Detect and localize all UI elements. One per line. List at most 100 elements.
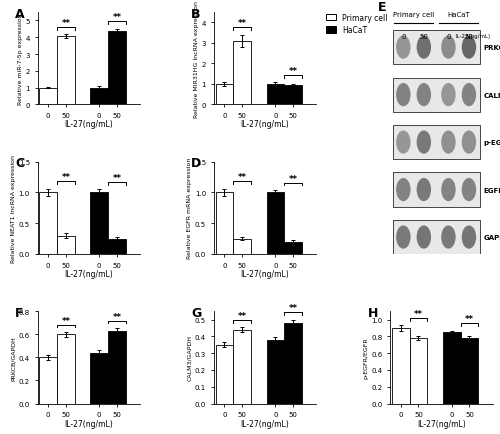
Bar [216, 345, 234, 404]
Text: **: ** [288, 67, 298, 76]
Bar [90, 193, 108, 254]
Ellipse shape [416, 178, 431, 202]
Text: **: ** [288, 303, 298, 312]
FancyBboxPatch shape [392, 78, 480, 112]
Text: 0: 0 [401, 33, 406, 39]
Text: 50: 50 [464, 33, 473, 39]
Text: 50: 50 [420, 33, 428, 39]
Bar [57, 37, 75, 105]
Bar [108, 331, 126, 404]
Text: **: ** [112, 312, 122, 321]
Text: **: ** [238, 19, 246, 28]
Bar [90, 353, 108, 404]
FancyBboxPatch shape [392, 220, 480, 254]
Text: **: ** [288, 174, 298, 183]
Bar [234, 42, 251, 105]
Ellipse shape [441, 131, 456, 155]
Ellipse shape [416, 84, 431, 107]
Text: HaCaT: HaCaT [448, 12, 470, 18]
Bar [234, 330, 251, 404]
Y-axis label: Relative miR-7-5p expression: Relative miR-7-5p expression [18, 13, 22, 105]
Ellipse shape [396, 226, 410, 249]
Text: **: ** [112, 174, 122, 183]
X-axis label: IL-27(ng/mL): IL-27(ng/mL) [64, 120, 113, 129]
Bar [40, 193, 57, 254]
Bar [284, 85, 302, 105]
Bar [108, 32, 126, 105]
Text: GAPDH: GAPDH [484, 234, 500, 240]
Text: 0: 0 [446, 33, 450, 39]
Ellipse shape [462, 131, 476, 155]
Ellipse shape [416, 131, 431, 155]
Bar [216, 193, 234, 254]
Text: **: ** [238, 173, 246, 182]
FancyBboxPatch shape [392, 173, 480, 207]
Bar [266, 193, 284, 254]
Bar [57, 335, 75, 404]
Text: PRKCB: PRKCB [484, 45, 500, 51]
Text: C: C [15, 157, 24, 170]
Bar [460, 338, 478, 404]
Text: **: ** [465, 314, 474, 323]
X-axis label: IL-27(ng/mL): IL-27(ng/mL) [417, 419, 466, 427]
Ellipse shape [462, 178, 476, 202]
Ellipse shape [441, 178, 456, 202]
Ellipse shape [396, 36, 410, 59]
Text: p-EGFR: p-EGFR [484, 140, 500, 146]
Text: F: F [15, 306, 24, 319]
Ellipse shape [396, 84, 410, 107]
Bar [57, 236, 75, 254]
Text: Primary cell: Primary cell [393, 12, 434, 18]
Bar [40, 358, 57, 404]
Y-axis label: Relative MIR31HG lncRNA expression: Relative MIR31HG lncRNA expression [194, 1, 199, 117]
X-axis label: IL-27(ng/mL): IL-27(ng/mL) [64, 270, 113, 278]
Bar [266, 340, 284, 404]
Bar [284, 323, 302, 404]
Text: A: A [15, 7, 24, 20]
Bar [90, 89, 108, 105]
Text: IL-27(ng/mL): IL-27(ng/mL) [456, 33, 490, 39]
X-axis label: IL-27(ng/mL): IL-27(ng/mL) [240, 419, 290, 427]
Ellipse shape [462, 226, 476, 249]
Bar [443, 332, 460, 404]
Text: **: ** [112, 13, 122, 23]
Text: CALM3: CALM3 [484, 92, 500, 99]
Text: **: ** [414, 309, 423, 319]
Bar [410, 338, 428, 404]
Ellipse shape [416, 226, 431, 249]
Y-axis label: Relative EGFR mRNA expression: Relative EGFR mRNA expression [187, 158, 192, 259]
Bar [392, 328, 409, 404]
Y-axis label: Relative NEAT1 lncRNA expression: Relative NEAT1 lncRNA expression [11, 155, 16, 262]
Ellipse shape [462, 84, 476, 107]
Y-axis label: PRKCB/GAPDH: PRKCB/GAPDH [11, 335, 16, 380]
FancyBboxPatch shape [392, 126, 480, 160]
Ellipse shape [396, 131, 410, 155]
X-axis label: IL-27(ng/mL): IL-27(ng/mL) [240, 270, 290, 278]
Ellipse shape [462, 36, 476, 59]
Text: **: ** [62, 173, 70, 182]
Text: H: H [368, 306, 378, 319]
X-axis label: IL-27(ng/mL): IL-27(ng/mL) [64, 419, 113, 427]
Bar [234, 239, 251, 254]
Y-axis label: p-EGFR/EGFR: p-EGFR/EGFR [364, 337, 368, 378]
Ellipse shape [441, 36, 456, 59]
Text: D: D [191, 157, 202, 170]
Bar [266, 85, 284, 105]
Text: E: E [378, 1, 386, 14]
Text: EGFR: EGFR [484, 187, 500, 193]
Text: **: ** [238, 311, 246, 320]
Legend: Primary cell, HaCaT: Primary cell, HaCaT [322, 11, 391, 38]
Bar [284, 242, 302, 254]
Y-axis label: CALM3/GAPDH: CALM3/GAPDH [187, 335, 192, 381]
Ellipse shape [416, 36, 431, 59]
Bar [40, 89, 57, 105]
X-axis label: IL-27(ng/mL): IL-27(ng/mL) [240, 120, 290, 129]
Text: B: B [191, 7, 200, 20]
Text: G: G [191, 306, 202, 319]
Ellipse shape [396, 178, 410, 202]
Text: **: ** [62, 19, 70, 28]
Bar [216, 85, 234, 105]
Text: **: ** [62, 316, 70, 325]
Bar [108, 239, 126, 254]
Ellipse shape [441, 226, 456, 249]
